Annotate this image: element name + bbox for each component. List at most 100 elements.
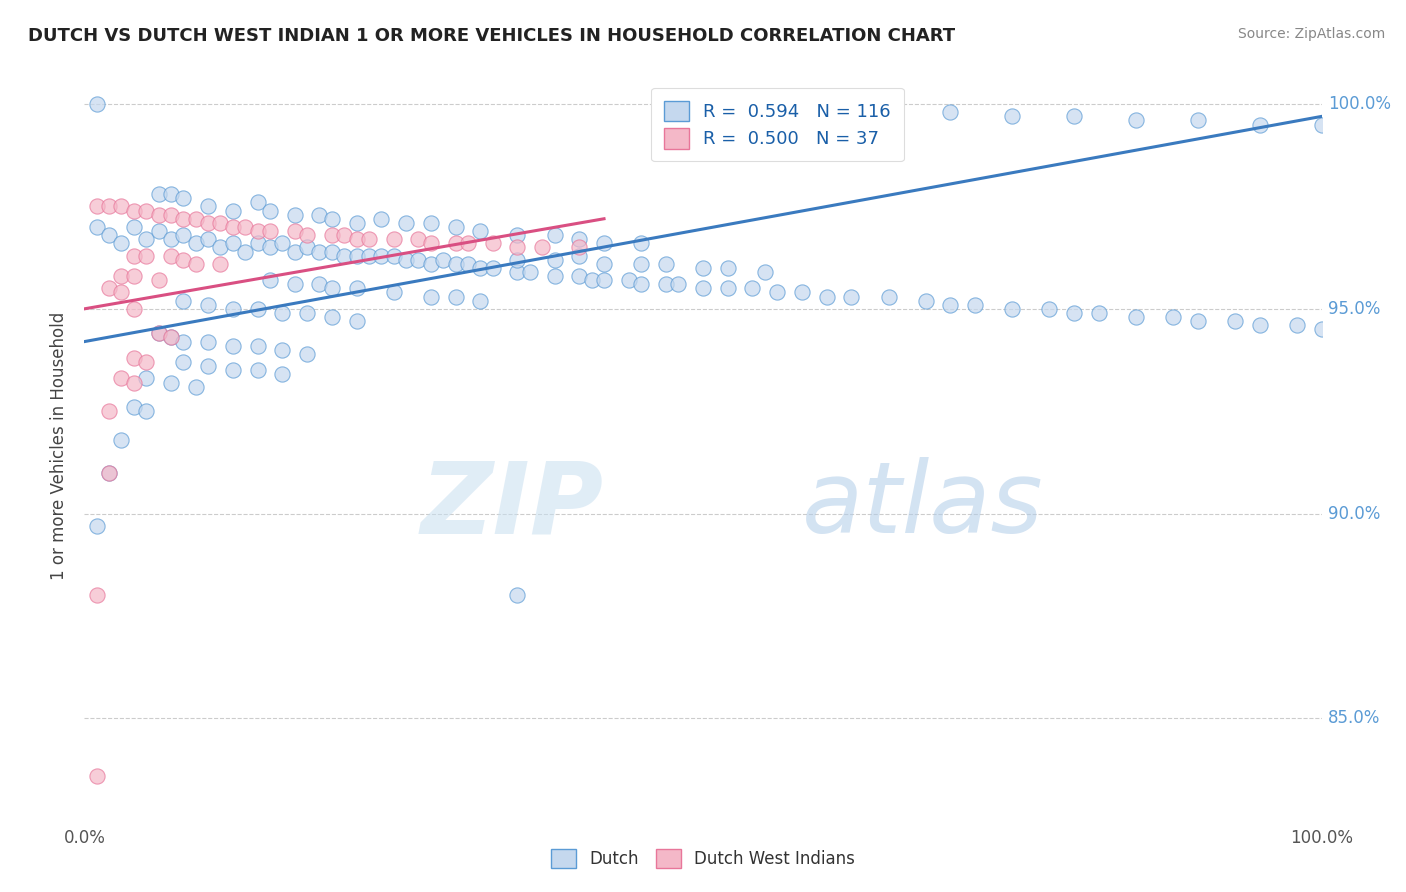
Point <box>110 236 132 251</box>
Point <box>148 187 170 202</box>
Point <box>135 355 157 369</box>
Point <box>222 219 245 234</box>
Point <box>470 293 492 308</box>
Point <box>246 301 269 316</box>
Point <box>160 187 183 202</box>
Point <box>98 281 121 295</box>
Point <box>98 466 121 480</box>
Point <box>246 363 269 377</box>
Point <box>222 236 245 251</box>
Point <box>692 260 714 275</box>
Point <box>233 219 256 234</box>
Point <box>568 269 591 284</box>
Point <box>357 232 380 246</box>
Point <box>346 232 368 246</box>
Point <box>308 277 330 292</box>
Point <box>382 285 405 300</box>
Point <box>184 379 207 393</box>
Point <box>122 249 145 263</box>
Point <box>790 285 813 300</box>
Point <box>148 208 170 222</box>
Point <box>197 359 219 373</box>
Point <box>259 203 281 218</box>
Point <box>531 240 554 254</box>
Point <box>295 306 318 320</box>
Point <box>1001 109 1024 123</box>
Point <box>630 277 652 292</box>
Point <box>172 334 194 349</box>
Point <box>346 249 368 263</box>
Point <box>370 211 392 226</box>
Point <box>506 589 529 603</box>
Point <box>284 277 307 292</box>
Point <box>122 400 145 414</box>
Point <box>98 199 121 213</box>
Point <box>1063 306 1085 320</box>
Point <box>630 257 652 271</box>
Point <box>86 769 108 783</box>
Point <box>506 228 529 243</box>
Point <box>148 326 170 341</box>
Point <box>593 257 616 271</box>
Point <box>98 228 121 243</box>
Point <box>110 285 132 300</box>
Point <box>321 310 343 324</box>
Point <box>1187 314 1209 328</box>
Point <box>939 298 962 312</box>
Point <box>357 249 380 263</box>
Point <box>914 293 936 308</box>
Point <box>135 371 157 385</box>
Point <box>284 208 307 222</box>
Point <box>754 265 776 279</box>
Point <box>122 301 145 316</box>
Point <box>122 376 145 390</box>
Point <box>308 244 330 259</box>
Legend: Dutch, Dutch West Indians: Dutch, Dutch West Indians <box>544 842 862 875</box>
Point <box>1310 118 1333 132</box>
Point <box>184 236 207 251</box>
Point <box>408 232 430 246</box>
Point <box>98 466 121 480</box>
Legend: R =  0.594   N = 116, R =  0.500   N = 37: R = 0.594 N = 116, R = 0.500 N = 37 <box>651 88 904 161</box>
Point <box>741 281 763 295</box>
Text: ZIP: ZIP <box>420 458 605 555</box>
Point <box>543 252 565 267</box>
Point <box>86 219 108 234</box>
Point <box>617 273 640 287</box>
Point <box>110 371 132 385</box>
Point <box>284 224 307 238</box>
Point <box>98 404 121 418</box>
Point <box>321 281 343 295</box>
Point <box>568 232 591 246</box>
Point <box>965 298 987 312</box>
Point <box>321 211 343 226</box>
Text: DUTCH VS DUTCH WEST INDIAN 1 OR MORE VEHICLES IN HOUSEHOLD CORRELATION CHART: DUTCH VS DUTCH WEST INDIAN 1 OR MORE VEH… <box>28 27 955 45</box>
Text: Source: ZipAtlas.com: Source: ZipAtlas.com <box>1237 27 1385 41</box>
Point <box>148 273 170 287</box>
Point <box>222 301 245 316</box>
Point <box>457 236 479 251</box>
Point <box>877 289 900 303</box>
Point <box>1187 113 1209 128</box>
Point <box>271 236 294 251</box>
Point <box>295 228 318 243</box>
Point <box>86 97 108 112</box>
Text: 85.0%: 85.0% <box>1327 709 1381 727</box>
Point <box>284 244 307 259</box>
Point <box>110 269 132 284</box>
Point <box>160 232 183 246</box>
Text: atlas: atlas <box>801 458 1043 555</box>
Point <box>382 249 405 263</box>
Point <box>1249 118 1271 132</box>
Point <box>122 219 145 234</box>
Point <box>444 289 467 303</box>
Point <box>197 334 219 349</box>
Point <box>184 257 207 271</box>
Point <box>135 404 157 418</box>
Point <box>444 257 467 271</box>
Point <box>160 376 183 390</box>
Point <box>841 289 863 303</box>
Point <box>209 240 232 254</box>
Point <box>259 273 281 287</box>
Point <box>1125 310 1147 324</box>
